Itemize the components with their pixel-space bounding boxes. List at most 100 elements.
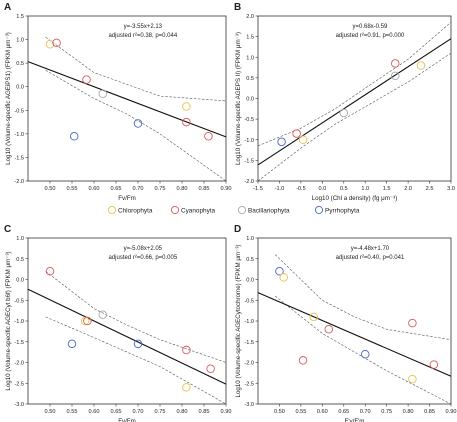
y-tick-label: 1.5 — [16, 14, 24, 20]
data-point — [429, 360, 439, 369]
x-tick-label: 0.70 — [133, 409, 144, 415]
panel-letter: B — [234, 2, 241, 13]
legend-item-bacillariophyta: Bacillariophyta — [237, 205, 290, 214]
x-tick-label: 0.80 — [403, 409, 414, 415]
x-tick-label: 0.55 — [67, 186, 78, 192]
x-tick-label: 0.65 — [338, 409, 349, 415]
x-axis-label: Log10 (Chl a density) (fg μm⁻³) — [312, 195, 398, 202]
x-tick-label: 0.50 — [274, 409, 285, 415]
data-point — [292, 129, 301, 138]
regression-line — [27, 288, 227, 385]
x-tick-label: -1.5 — [253, 186, 263, 192]
y-tick-label: -2.0 — [14, 361, 24, 367]
x-axis-label: F'v/F'm — [345, 418, 365, 422]
regression-equation: y=-3.55x+2.13 — [124, 24, 163, 30]
y-tick-label: -3.0 — [14, 402, 24, 408]
x-tick-label: -0.5 — [296, 186, 306, 192]
regression-stats: adjusted r²=0.91, p=0.000 — [336, 33, 405, 39]
y-tick-label: -3.0 — [244, 402, 254, 408]
x-tick-label: 0.70 — [360, 409, 371, 415]
regression-equation: y=-4.48x+1.70 — [351, 246, 390, 252]
data-point — [67, 339, 77, 349]
y-tick-label: -2.0 — [244, 179, 254, 185]
data-point — [133, 119, 143, 128]
data-point — [390, 59, 400, 68]
x-tick-label: 1.5 — [383, 186, 391, 192]
y-tick-label: 1.0 — [16, 38, 24, 44]
y-tick-label: 0.5 — [246, 257, 254, 263]
data-point — [206, 364, 215, 373]
x-tick-label: 0.90 — [221, 186, 232, 192]
y-tick-label: 2.0 — [246, 14, 254, 20]
y-tick-label: 0.0 — [16, 85, 24, 91]
data-point — [98, 310, 108, 320]
y-tick-label: -1.5 — [14, 340, 24, 346]
x-tick-label: 2.0 — [404, 186, 412, 192]
x-tick-label: -1.0 — [275, 186, 285, 192]
legend-label: Pyrrhophyta — [325, 207, 360, 214]
legend-label: Bacillariophyta — [248, 207, 290, 214]
x-tick-label: 0.60 — [89, 409, 100, 415]
legend-marker — [314, 205, 324, 215]
y-tick-label: -1.5 — [244, 340, 254, 346]
panel-letter: C — [4, 224, 11, 235]
y-tick-label: -0.5 — [14, 298, 24, 304]
ci-lower-line — [45, 69, 227, 182]
data-point — [182, 117, 191, 127]
y-tick-label: -1.0 — [14, 132, 24, 138]
data-point — [390, 71, 400, 81]
x-tick-label: 0.65 — [111, 186, 122, 192]
x-axis-label: Fv/Fm — [118, 418, 136, 422]
y-tick-label: 1.0 — [16, 236, 24, 242]
y-axis-label: Log10 (Volume-specific AGECyt b6f) (FPKM… — [5, 251, 12, 390]
legend-label: Cyanophyta — [181, 207, 216, 214]
regression-equation: y=-5.08x+2.05 — [124, 246, 163, 252]
x-axis-label: Fv/Fm — [118, 195, 136, 202]
chart-panel-c: C 0.50 0.55 0.60 0.65 0.70 0.75 0.80 0.85 0.90 -3.… — [4, 224, 231, 422]
y-tick-label: -0.5 — [244, 117, 254, 123]
y-tick-label: -2.0 — [14, 179, 24, 185]
data-point — [182, 383, 191, 392]
data-point — [279, 273, 288, 282]
y-axis-label: Log10 (Volume-specific AGEiPS1) (FPKM μm… — [5, 32, 12, 165]
legend-item-pyrrhophyta: Pyrrhophyta — [314, 205, 360, 215]
data-point — [339, 108, 349, 118]
regression-stats: adjusted r²=0.40, p=0.041 — [336, 255, 405, 261]
legend-item-cyanophyta: Cyanophyta — [170, 205, 216, 214]
data-point — [182, 102, 191, 111]
y-tick-label: 0.5 — [16, 257, 24, 263]
x-tick-label: 1.0 — [361, 186, 369, 192]
x-tick-label: 2.5 — [426, 186, 434, 192]
x-tick-label: 0.90 — [446, 409, 457, 415]
data-point — [182, 345, 191, 355]
x-tick-label: 0.80 — [177, 409, 188, 415]
plot-frame — [257, 15, 452, 182]
x-tick-label: 0.75 — [381, 409, 392, 415]
data-point — [204, 131, 213, 141]
data-point — [298, 356, 308, 365]
y-axis-label: Log10 (Volume-specific AGEPS II) (FPKM μ… — [235, 32, 242, 165]
data-point — [80, 316, 90, 326]
y-tick-label: -2.0 — [244, 361, 254, 367]
data-point — [45, 266, 55, 276]
legend-marker — [107, 205, 117, 215]
data-point — [360, 349, 370, 359]
y-tick-label: 0.5 — [16, 61, 24, 67]
panel-letter: A — [4, 2, 11, 13]
y-tick-label: 0.5 — [246, 76, 254, 82]
y-tick-label: 0.0 — [246, 97, 254, 103]
y-tick-label: -1.0 — [244, 138, 254, 144]
data-point — [416, 61, 426, 70]
plot-frame — [27, 15, 227, 182]
x-tick-label: 0.75 — [155, 186, 166, 192]
x-tick-label: 0.60 — [89, 186, 100, 192]
y-tick-label: -0.5 — [244, 298, 254, 304]
x-tick-label: 0.75 — [155, 409, 166, 415]
ci-lower-line — [275, 295, 452, 405]
legend-label: Chlorophyta — [118, 207, 153, 214]
y-axis-label: Log10 (Volume-specific AGECytochrome) (F… — [235, 245, 242, 398]
legend-item-chlorophyta: Chlorophyta — [107, 205, 153, 215]
x-tick-label: 0.85 — [199, 186, 210, 192]
legend: Chlorophyta Cyanophyta Bacillariophyta Pyrr… — [107, 205, 360, 215]
